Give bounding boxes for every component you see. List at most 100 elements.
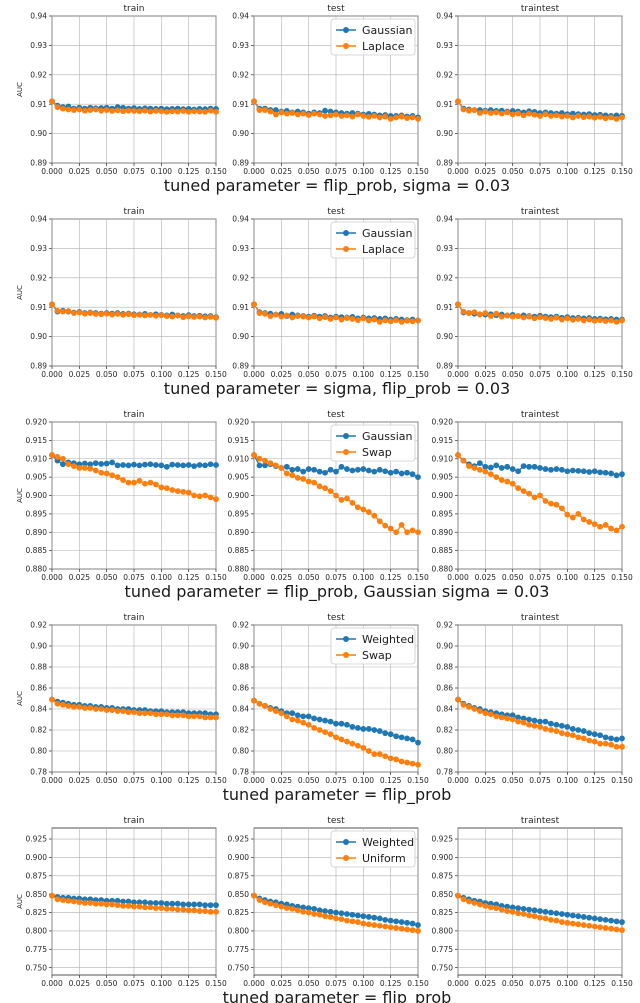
- data-point-laplace: [393, 317, 400, 324]
- data-point-weighted: [564, 723, 571, 730]
- data-point-swap: [586, 519, 593, 525]
- data-point-gaussian: [316, 468, 323, 475]
- data-point-swap: [289, 716, 296, 723]
- data-point-swap: [371, 751, 378, 758]
- legend-label: Laplace: [362, 40, 405, 53]
- data-point-swap: [376, 518, 383, 525]
- y-tick-label: 0.92: [30, 70, 47, 79]
- x-tick-label: 0.025: [69, 167, 91, 176]
- data-point-laplace: [109, 108, 116, 114]
- data-point-laplace: [471, 309, 478, 316]
- panel-train: 0.89 0.90 0.91 0.92 0.93 0.94 0.000 0.025 0.050 0…: [30, 4, 227, 176]
- data-point-swap: [542, 726, 549, 732]
- data-point-uniform: [376, 922, 383, 929]
- data-point-swap: [272, 462, 279, 469]
- x-tick-label: 0.125: [584, 167, 606, 176]
- data-point-uniform: [207, 908, 214, 915]
- data-point-swap: [542, 498, 549, 504]
- row-caption: tuned parameter = flip_prob: [223, 988, 452, 1003]
- x-tick-label: 0.075: [325, 776, 347, 785]
- data-point-laplace: [202, 108, 208, 115]
- y-tick-label: 0.905: [26, 473, 48, 482]
- data-point-gaussian: [498, 465, 505, 471]
- data-point-gaussian: [354, 466, 361, 473]
- data-point-laplace: [415, 317, 421, 324]
- data-point-weighted: [147, 900, 154, 906]
- data-point-swap: [294, 474, 301, 481]
- x-tick-label: 0.050: [298, 167, 320, 176]
- legend-marker-gaussian: [343, 27, 349, 33]
- y-tick-label: 0.86: [232, 684, 249, 693]
- data-point-gaussian: [333, 468, 339, 475]
- data-point-laplace: [185, 108, 192, 115]
- data-point-laplace: [114, 311, 121, 317]
- y-tick-label: 0.88: [232, 663, 249, 672]
- data-point-swap: [152, 481, 159, 488]
- y-tick-label: 0.910: [432, 454, 454, 463]
- y-tick-label: 0.93: [232, 244, 249, 253]
- x-tick-label: 0.150: [407, 167, 429, 176]
- data-point-weighted: [125, 898, 132, 905]
- data-point-swap: [354, 742, 361, 749]
- y-tick-label: 0.86: [436, 684, 453, 693]
- data-point-laplace: [476, 311, 483, 318]
- y-tick-label: 0.94: [30, 12, 47, 21]
- data-point-laplace: [398, 319, 405, 325]
- x-tick-label: 0.025: [475, 167, 497, 176]
- data-point-uniform: [136, 903, 143, 910]
- data-point-swap: [482, 468, 489, 475]
- data-point-laplace: [542, 111, 549, 118]
- x-tick-label: 0.075: [325, 573, 347, 582]
- y-tick-label: 0.94: [436, 215, 453, 224]
- x-tick-label: 0.125: [380, 573, 402, 582]
- data-point-uniform: [580, 922, 587, 928]
- data-point-swap: [49, 696, 55, 703]
- x-tick-label: 0.100: [557, 370, 579, 379]
- data-point-weighted: [338, 910, 345, 917]
- x-tick-label: 0.100: [353, 776, 375, 785]
- y-tick-label: 0.850: [26, 890, 48, 899]
- data-point-swap: [54, 700, 61, 707]
- data-point-laplace: [92, 106, 99, 113]
- data-point-swap: [163, 711, 170, 718]
- x-tick-label: 0.050: [502, 167, 524, 176]
- data-point-swap: [482, 710, 489, 717]
- data-point-uniform: [174, 906, 181, 913]
- data-point-swap: [256, 700, 263, 707]
- y-tick-label: 0.90: [436, 332, 453, 341]
- data-point-laplace: [131, 108, 137, 114]
- data-point-uniform: [393, 925, 400, 931]
- x-tick-label: 0.150: [407, 573, 429, 582]
- data-point-weighted: [202, 710, 208, 717]
- x-tick-label: 0.150: [611, 776, 633, 785]
- data-point-swap: [300, 719, 307, 726]
- legend: Weighted Swap: [330, 627, 416, 665]
- data-point-weighted: [360, 726, 367, 732]
- data-point-laplace: [564, 315, 571, 322]
- data-point-swap: [487, 711, 494, 718]
- data-point-laplace: [580, 317, 587, 324]
- y-tick-label: 0.91: [232, 100, 249, 109]
- legend-marker-swap: [343, 652, 349, 658]
- data-point-laplace: [602, 318, 609, 324]
- data-point-weighted: [580, 914, 587, 920]
- data-point-weighted: [393, 918, 400, 925]
- data-point-laplace: [300, 313, 307, 320]
- panel-traintest: 0.880 0.885 0.890 0.895 0.900 0.905 0.910 0.915…: [432, 410, 633, 582]
- data-point-weighted: [344, 721, 350, 728]
- data-point-gaussian: [213, 462, 219, 468]
- y-tick-label: 0.900: [432, 491, 454, 500]
- data-point-weighted: [569, 726, 576, 732]
- data-point-gaussian: [371, 468, 378, 475]
- data-point-swap: [619, 743, 625, 750]
- data-point-weighted: [520, 905, 527, 912]
- y-tick-label: 0.890: [432, 528, 454, 537]
- x-tick-label: 0.100: [151, 573, 173, 582]
- data-point-weighted: [608, 917, 614, 924]
- data-point-gaussian: [191, 463, 198, 469]
- data-point-weighted: [365, 726, 372, 732]
- data-point-gaussian: [504, 463, 511, 470]
- data-point-uniform: [185, 907, 192, 914]
- data-point-uniform: [349, 918, 356, 925]
- data-point-weighted: [398, 734, 405, 741]
